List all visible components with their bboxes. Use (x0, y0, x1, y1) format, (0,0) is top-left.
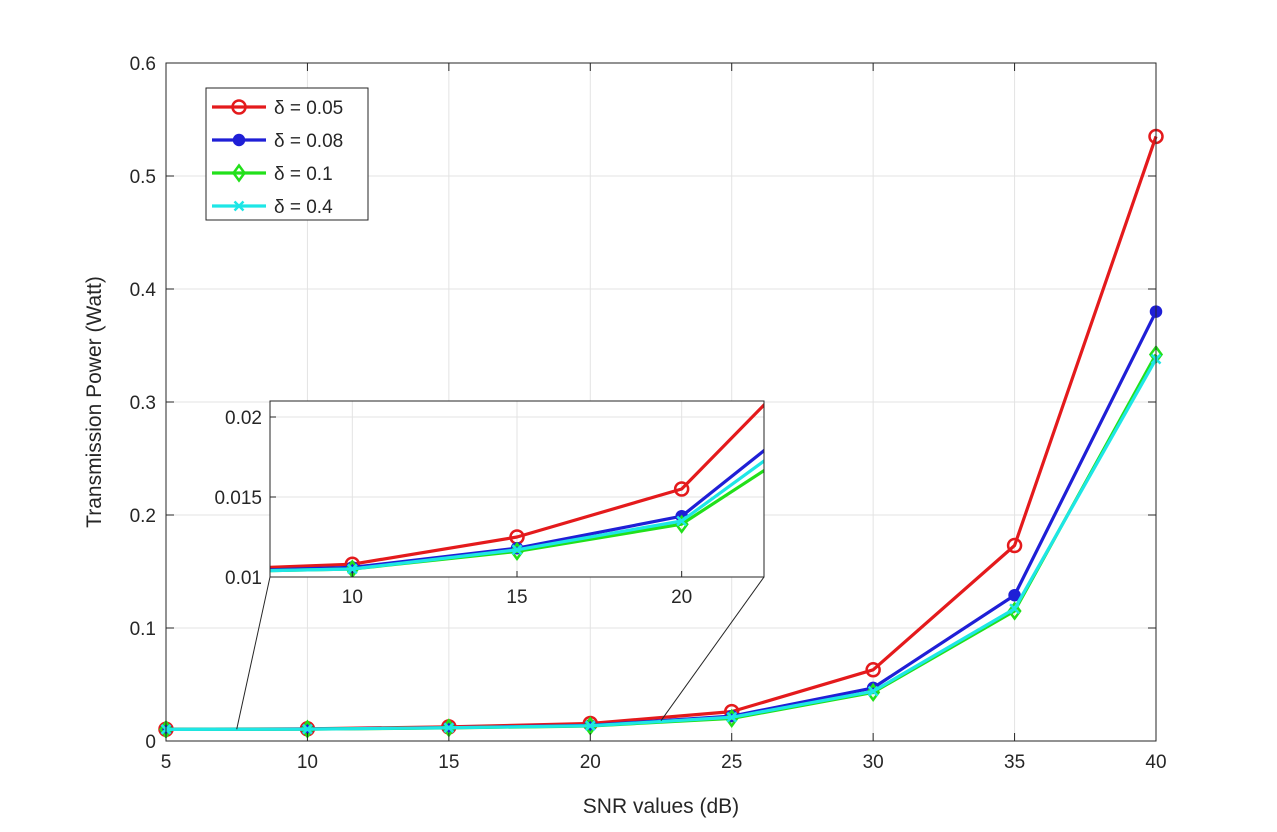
x-tick-label: 5 (161, 752, 172, 773)
legend-marker (231, 99, 247, 115)
inset-zoom-connectors (236, 576, 765, 730)
series-line (165, 358, 1158, 731)
data-point (1009, 603, 1020, 615)
legend-label: δ = 0.1 (274, 164, 333, 185)
inset-series-line (270, 459, 764, 573)
data-point (1006, 537, 1023, 554)
legend-item-0-4: δ = 0.4 (212, 197, 333, 218)
x-tick-label: 30 (863, 752, 884, 773)
legend-label: δ = 0.05 (274, 98, 343, 119)
inset-x-tick-label: 10 (342, 587, 363, 608)
legend: δ = 0.05 δ = 0.08 δ = 0.1 δ = 0.4 (205, 87, 369, 221)
inset-series-line (270, 402, 764, 570)
data-point (1008, 588, 1021, 602)
zoom-connector-left (236, 576, 271, 730)
y-tick-label: 0 (145, 732, 156, 753)
data-point (584, 720, 596, 732)
legend-label: δ = 0.4 (274, 197, 333, 218)
data-point (726, 711, 738, 723)
data-point (865, 662, 881, 678)
inset-series-lines (270, 402, 764, 577)
inset-data-point (511, 544, 523, 556)
legend-item-0-1: δ = 0.1 (212, 163, 333, 185)
main-ticks: 5 10 15 20 25 30 35 40 0 0.1 0.2 0.3 0.4 0.5 0.6 (130, 54, 1167, 773)
y-axis-label: Transmission Power (Watt) (83, 276, 106, 528)
y-tick-label: 0.6 (130, 54, 156, 75)
y-tick-label: 0.5 (130, 167, 156, 188)
y-tick-label: 0.2 (130, 506, 156, 527)
data-point (302, 723, 313, 735)
inset-x-tick-label: 15 (506, 587, 527, 608)
legend-marker (231, 163, 247, 183)
legend-marker (232, 133, 246, 147)
x-tick-label: 20 (580, 752, 601, 773)
y-tick-label: 0.1 (130, 619, 156, 640)
inset-y-tick-label: 0.01 (225, 568, 262, 589)
data-point (867, 685, 879, 697)
legend-marker (233, 200, 245, 212)
inset-data-point (346, 563, 358, 575)
inset-series-0-4 (270, 459, 764, 575)
y-tick-label: 0.4 (130, 280, 157, 301)
legend-item-0-05: δ = 0.05 (212, 98, 343, 119)
x-axis-label: SNR values (dB) (583, 795, 739, 818)
inset-y-tick-label: 0.015 (214, 488, 262, 509)
x-tick-label: 40 (1145, 752, 1166, 773)
data-point (443, 722, 455, 734)
x-tick-label: 25 (721, 752, 742, 773)
legend-label: δ = 0.08 (274, 131, 343, 152)
zoom-connector-right (660, 576, 765, 721)
inset-data-point (673, 481, 690, 497)
y-tick-label: 0.3 (130, 393, 156, 414)
legend-item-0-08: δ = 0.08 (212, 131, 343, 152)
data-point (1007, 601, 1022, 621)
x-tick-label: 15 (438, 752, 459, 773)
inset-x-tick-label: 20 (671, 587, 692, 608)
inset-data-point (676, 515, 688, 527)
series-0-4 (160, 353, 1162, 735)
inset-zoom-plot: 10 15 20 0.01 0.015 0.02 (214, 400, 765, 608)
x-tick-label: 35 (1004, 752, 1025, 773)
inset-y-tick-label: 0.02 (225, 408, 262, 429)
x-tick-label: 10 (297, 752, 318, 773)
inset-ticks: 10 15 20 0.01 0.015 0.02 (214, 408, 692, 608)
